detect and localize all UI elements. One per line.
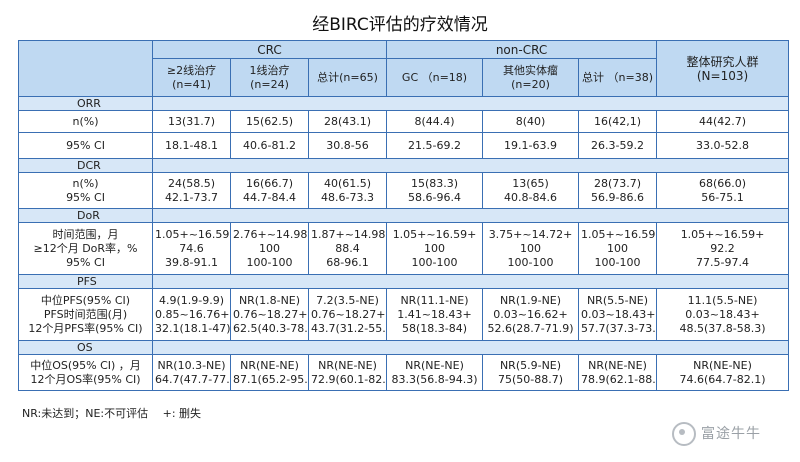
header-crc: CRC — [151, 40, 388, 59]
header-col: 总计(n=65) — [307, 58, 388, 97]
header-corner — [18, 40, 153, 97]
table-row: 中位OS(95% CI) ，月 12个月OS率(95% CI) NR(10.3-N… — [18, 354, 790, 391]
watermark: 富途牛牛 — [672, 422, 761, 446]
section-label: OS — [18, 340, 153, 355]
header-col: 其他实体瘤 (n=20) — [482, 58, 580, 97]
section-label: PFS — [18, 274, 153, 289]
efficacy-table: CRC non-CRC 整体研究人群 (N=103) ≥2线治疗 (n=41) 1… — [18, 40, 790, 391]
header-col: ≥2线治疗 (n=41) — [152, 58, 231, 97]
section-dor: DoR — [18, 208, 790, 223]
section-os: OS — [18, 340, 790, 355]
table-row: n(%) 95% CI 24(58.5) 42.1-73.7 16(66.7) 44.… — [18, 172, 790, 209]
table-row: 时间范围，月 ≥12个月 DoR率，% 95% CI 1.05+~16.59+ 74.… — [18, 222, 790, 275]
section-pfs: PFS — [18, 274, 790, 289]
section-label: DoR — [18, 208, 153, 223]
header-overall-line2: (N=103) — [696, 68, 749, 83]
header-col: GC （n=18) — [386, 58, 484, 97]
header-col: 1线治疗 (n=24) — [230, 58, 309, 97]
page-title: 经BIRC评估的疗效情况 — [312, 15, 488, 35]
header-noncrc: non-CRC — [386, 40, 658, 59]
table-row: 中位PFS(95% CI) PFS时间范围(月) 12个月PFS率(95% CI) … — [18, 288, 790, 341]
table-row: n(%) 13(31.7) 15(62.5) 28(43.1) 8(44.4) … — [18, 110, 790, 133]
header-col: 总计 （n=38) — [578, 58, 658, 97]
table-row: 95% CI 18.1-48.1 40.6-81.2 30.8-56 21.5-… — [18, 132, 790, 159]
header-overall-line1: 整体研究人群 — [686, 54, 759, 69]
header-row-groups: CRC non-CRC 整体研究人群 (N=103) — [18, 40, 790, 97]
section-orr: ORR — [18, 96, 790, 111]
section-dcr: DCR — [18, 158, 790, 173]
section-label: ORR — [18, 96, 153, 111]
futu-logo-icon — [672, 422, 696, 446]
footnote: NR:未达到；NE:不可评估 +: 删失 — [22, 407, 202, 420]
watermark-text: 富途牛牛 — [701, 426, 761, 442]
header-row-cols: ≥2线治疗 (n=41) 1线治疗 (n=24) 总计(n=65) GC （n=18… — [19, 58, 789, 97]
header-overall: 整体研究人群 (N=103) — [656, 40, 790, 97]
section-label: DCR — [18, 158, 153, 173]
